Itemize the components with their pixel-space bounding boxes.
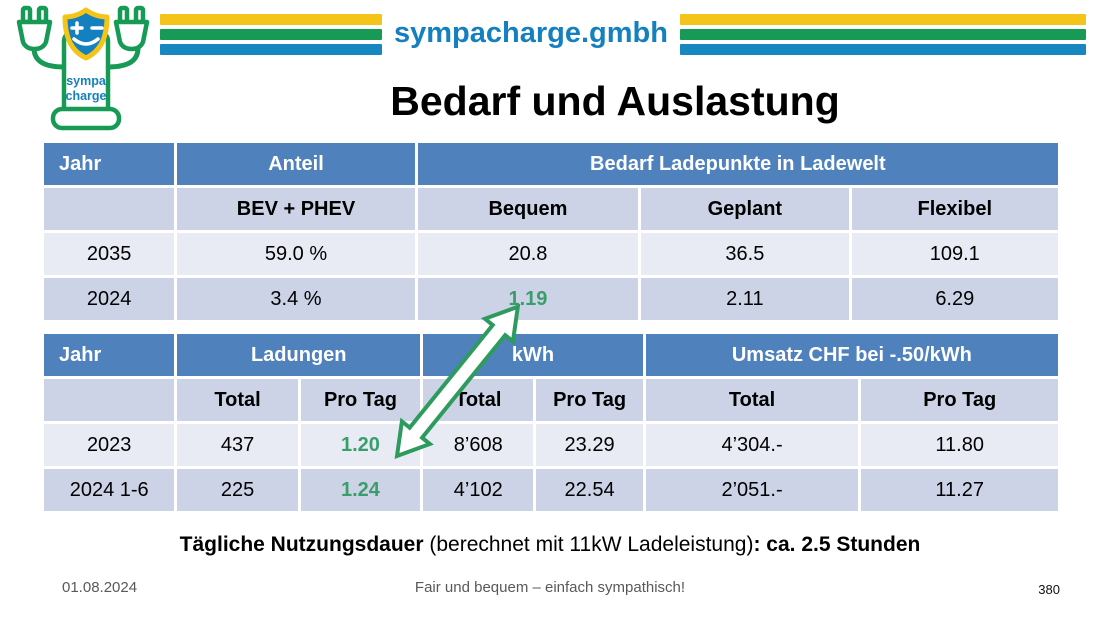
stripes-left (160, 12, 382, 55)
company-logo: sympa charge (8, 2, 158, 136)
cell-umsatz-total: 2’051.- (645, 469, 859, 511)
usage-col-umsatz: Umsatz CHF bei -.50/kWh (645, 334, 1058, 376)
demand-sub-bequem: Bequem (417, 188, 639, 230)
table-row: 2024 3.4 % 1.19 2.11 6.29 (44, 278, 1058, 320)
stripe-yellow (160, 14, 382, 25)
cell-jahr: 2024 1-6 (44, 469, 175, 511)
demand-table: Jahr Anteil Bedarf Ladepunkte in Ladewel… (41, 140, 1061, 323)
page-title: Bedarf und Auslastung (390, 78, 840, 124)
usage-table-container: Jahr Ladungen kWh Umsatz CHF bei -.50/kW… (41, 331, 1061, 514)
plug-right-icon (113, 5, 150, 52)
usage-sub-pro-tag: Pro Tag (861, 379, 1058, 421)
demand-sub-geplant: Geplant (641, 188, 849, 230)
demand-header-row: Jahr Anteil Bedarf Ladepunkte in Ladewel… (44, 143, 1058, 185)
cell-bequem-highlight: 1.19 (417, 278, 639, 320)
table-row: 2035 59.0 % 20.8 36.5 109.1 (44, 233, 1058, 275)
footer-slogan: Fair und bequem – einfach sympathisch! (414, 579, 686, 596)
demand-sub-empty (44, 188, 175, 230)
usage-sub-total: Total (645, 379, 859, 421)
usage-col-kwh: kWh (423, 334, 643, 376)
note-tail: : ca. 2.5 Stunden (753, 533, 921, 556)
cell-flexibel: 109.1 (851, 233, 1058, 275)
stripes-right (679, 12, 1086, 55)
cell-geplant: 36.5 (641, 233, 849, 275)
usage-duration-note: Tägliche Nutzungsdauer (berechnet mit 11… (0, 533, 1100, 557)
cell-ladungen-pro-tag-highlight: 1.20 (300, 424, 421, 466)
table-row: 2024 1-6 225 1.24 4’102 22.54 2’051.- 11… (44, 469, 1058, 511)
stripe-green (160, 29, 382, 40)
cell-kwh-pro-tag: 22.54 (536, 469, 643, 511)
stripe-green (679, 29, 1086, 40)
logo-word-line2: charge (66, 89, 107, 103)
mascot-base (50, 106, 122, 131)
note-lead: Tägliche Nutzungsdauer (179, 533, 424, 556)
usage-col-jahr: Jahr (44, 334, 175, 376)
usage-header-row: Jahr Ladungen kWh Umsatz CHF bei -.50/kW… (44, 334, 1058, 376)
cell-umsatz-pro-tag: 11.27 (861, 469, 1058, 511)
cell-anteil: 59.0 % (177, 233, 415, 275)
demand-sub-flexibel: Flexibel (851, 188, 1058, 230)
stripe-blue (679, 44, 1086, 55)
usage-col-ladungen: Ladungen (177, 334, 421, 376)
usage-sub-total: Total (423, 379, 534, 421)
page-number: 380 (1038, 582, 1060, 597)
usage-table: Jahr Ladungen kWh Umsatz CHF bei -.50/kW… (41, 331, 1061, 514)
shield-face-icon (62, 7, 110, 61)
brand-name: sympacharge.gmbh (394, 17, 668, 49)
usage-sub-pro-tag: Pro Tag (536, 379, 643, 421)
cell-ladungen-total: 437 (177, 424, 298, 466)
usage-subheader-row: Total Pro Tag Total Pro Tag Total Pro Ta… (44, 379, 1058, 421)
note-middle: (berechnet mit 11kW Ladeleistung) (423, 533, 754, 556)
cell-umsatz-total: 4’304.- (645, 424, 859, 466)
plug-left-icon (16, 5, 53, 52)
demand-table-container: Jahr Anteil Bedarf Ladepunkte in Ladewel… (41, 140, 1061, 323)
cell-kwh-total: 8’608 (423, 424, 534, 466)
demand-col-jahr: Jahr (44, 143, 175, 185)
cell-geplant: 2.11 (641, 278, 849, 320)
demand-col-bedarf: Bedarf Ladepunkte in Ladewelt (417, 143, 1058, 185)
header-banner: sympacharge.gmbh (160, 12, 1086, 55)
demand-sub-bev: BEV + PHEV (177, 188, 415, 230)
cell-kwh-pro-tag: 23.29 (536, 424, 643, 466)
footer-date: 01.08.2024 (62, 579, 138, 596)
demand-subheader-row: BEV + PHEV Bequem Geplant Flexibel (44, 188, 1058, 230)
cell-flexibel: 6.29 (851, 278, 1058, 320)
usage-sub-empty (44, 379, 175, 421)
cell-bequem: 20.8 (417, 233, 639, 275)
mascot-right-arm (105, 45, 141, 70)
sympacharge-mascot-icon: sympa charge (16, 5, 150, 131)
cell-ladungen-total: 225 (177, 469, 298, 511)
usage-sub-total: Total (177, 379, 298, 421)
table-row: 2023 437 1.20 8’608 23.29 4’304.- 11.80 (44, 424, 1058, 466)
cell-anteil: 3.4 % (177, 278, 415, 320)
cell-kwh-total: 4’102 (423, 469, 534, 511)
stripe-yellow (679, 14, 1086, 25)
cell-umsatz-pro-tag: 11.80 (861, 424, 1058, 466)
logo-word-line1: sympa (66, 74, 107, 88)
cell-jahr: 2035 (44, 233, 175, 275)
stripe-blue (160, 44, 382, 55)
cell-jahr: 2023 (44, 424, 175, 466)
demand-col-anteil: Anteil (177, 143, 415, 185)
usage-sub-pro-tag: Pro Tag (300, 379, 421, 421)
cell-jahr: 2024 (44, 278, 175, 320)
cell-ladungen-pro-tag-highlight: 1.24 (300, 469, 421, 511)
